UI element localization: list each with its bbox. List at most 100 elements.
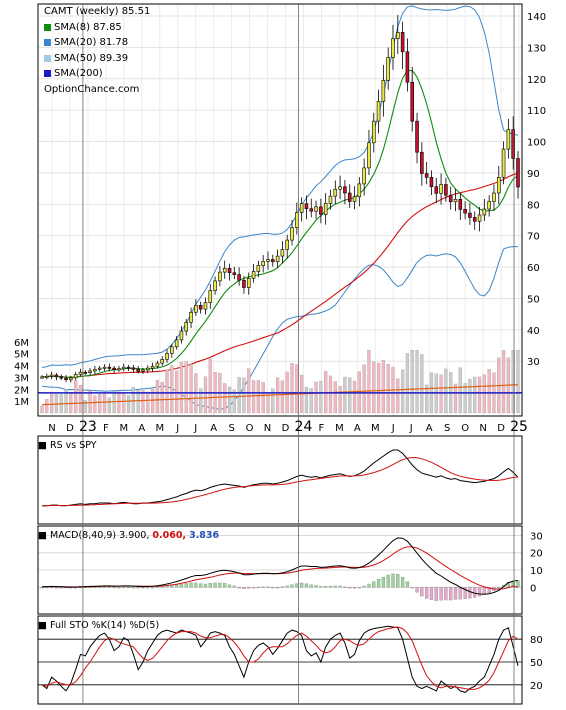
candle-body bbox=[511, 129, 515, 159]
macd-histogram-bar bbox=[126, 586, 131, 589]
volume-bar bbox=[98, 394, 102, 414]
price-tick-label: 140 bbox=[527, 12, 546, 23]
candle-body bbox=[251, 271, 256, 279]
macd-histogram-bar bbox=[511, 581, 515, 588]
macd-tick-label: 20 bbox=[530, 549, 543, 560]
candle-body bbox=[73, 374, 78, 379]
x-month-label: D bbox=[497, 423, 505, 434]
legend-label-sma20: SMA(20) 81.78 bbox=[54, 37, 129, 48]
candle-body bbox=[506, 129, 511, 150]
candle-body bbox=[93, 369, 97, 372]
volume-bar bbox=[155, 379, 160, 414]
macd-histogram-bar bbox=[122, 586, 126, 589]
sto-d-line bbox=[41, 626, 519, 690]
sto-k-line bbox=[41, 625, 519, 693]
candle-body bbox=[146, 367, 150, 371]
rs-average-line bbox=[42, 456, 519, 507]
candle-body bbox=[179, 330, 184, 341]
candle-body bbox=[54, 374, 59, 378]
x-month-label: A bbox=[426, 423, 433, 434]
volume-bar bbox=[516, 350, 520, 414]
candle-body bbox=[78, 371, 83, 375]
candle-body bbox=[165, 353, 169, 360]
x-year-label: 25 bbox=[510, 419, 528, 435]
macd-tick-label: 0 bbox=[530, 583, 536, 594]
macd-histogram-bar bbox=[112, 586, 116, 589]
x-year-label: 24 bbox=[295, 419, 313, 435]
volume-tick-label: 2M bbox=[14, 385, 29, 396]
candle-body bbox=[88, 370, 92, 373]
legend-item-sma200: SMA(200) bbox=[44, 66, 150, 82]
legend-title-text: CAMT (weekly) 85.51 bbox=[44, 6, 151, 17]
x-month-label: M bbox=[155, 423, 164, 434]
frame-sto bbox=[37, 615, 523, 705]
volume-bar bbox=[314, 381, 318, 414]
candle-body bbox=[439, 184, 443, 194]
candle-body bbox=[309, 208, 314, 212]
candle-body bbox=[40, 376, 44, 379]
macd-histogram-bar bbox=[396, 574, 400, 588]
x-year-label: 23 bbox=[79, 419, 97, 435]
candle-body bbox=[189, 311, 193, 323]
macd-histogram-bar bbox=[271, 587, 275, 589]
volume-bar bbox=[482, 374, 486, 414]
macd-line bbox=[41, 537, 519, 595]
volume-bar bbox=[400, 369, 405, 414]
candle-body bbox=[391, 38, 395, 58]
volume-bar bbox=[165, 369, 169, 414]
macd-histogram-bar bbox=[415, 587, 419, 593]
volume-bar bbox=[150, 389, 155, 414]
volume-bar bbox=[74, 380, 78, 414]
x-month-label: J bbox=[409, 423, 413, 434]
price-tick-label: 120 bbox=[527, 75, 546, 86]
x-month-label: D bbox=[282, 423, 290, 434]
candle-body bbox=[290, 227, 294, 241]
volume-bar bbox=[203, 376, 208, 414]
volume-bar bbox=[463, 383, 467, 414]
candle-body bbox=[213, 280, 217, 291]
volume-bar bbox=[227, 386, 232, 414]
candle-body bbox=[242, 279, 246, 288]
candle-body bbox=[371, 120, 376, 144]
candle-body bbox=[386, 57, 390, 81]
volume-bar bbox=[453, 383, 458, 414]
candle-body bbox=[496, 177, 501, 194]
price-tick-label: 100 bbox=[527, 138, 546, 149]
candle-body bbox=[136, 369, 140, 372]
legend-title: CAMT (weekly) 85.51 bbox=[44, 4, 150, 20]
macd-histogram-bar bbox=[434, 587, 438, 601]
volume-bar bbox=[237, 377, 241, 414]
volume-bar bbox=[146, 391, 150, 414]
volume-tick-label: 3M bbox=[14, 373, 29, 384]
volume-bar bbox=[396, 378, 400, 414]
sto-label-text: Full STO %K(14) %D(5) bbox=[50, 620, 160, 631]
x-month-label: F bbox=[319, 423, 325, 434]
macd-panel: 0 10 20 30 bbox=[38, 531, 543, 601]
x-month-label: D bbox=[66, 423, 74, 434]
x-month-label: J bbox=[175, 423, 179, 434]
volume-bar bbox=[381, 359, 385, 414]
macd-histogram-bar bbox=[285, 585, 289, 588]
macd-histogram-bar bbox=[487, 587, 491, 593]
volume-bar bbox=[304, 386, 309, 414]
candle-body bbox=[424, 173, 429, 178]
macd-histogram-bar bbox=[199, 583, 203, 588]
macd-histogram-bar bbox=[280, 586, 285, 588]
candle-body bbox=[492, 192, 496, 202]
candle-body bbox=[237, 274, 241, 281]
macd-histogram-bar bbox=[376, 579, 381, 588]
macd-histogram-bar bbox=[314, 585, 318, 588]
volume-bar bbox=[473, 376, 477, 414]
price-tick-label: 30 bbox=[527, 357, 540, 368]
candle-body bbox=[487, 201, 491, 210]
macd-histogram-bar bbox=[300, 582, 304, 588]
price-tick-label: 40 bbox=[527, 326, 540, 337]
volume-bar bbox=[420, 354, 424, 414]
candle-body bbox=[362, 167, 366, 185]
candle-body bbox=[256, 265, 261, 272]
source-text: OptionChance.com bbox=[44, 83, 140, 95]
candle-body bbox=[121, 366, 126, 370]
volume-bar bbox=[405, 353, 410, 414]
x-month-label: O bbox=[246, 423, 254, 434]
legend-swatch-sma50 bbox=[44, 54, 51, 62]
